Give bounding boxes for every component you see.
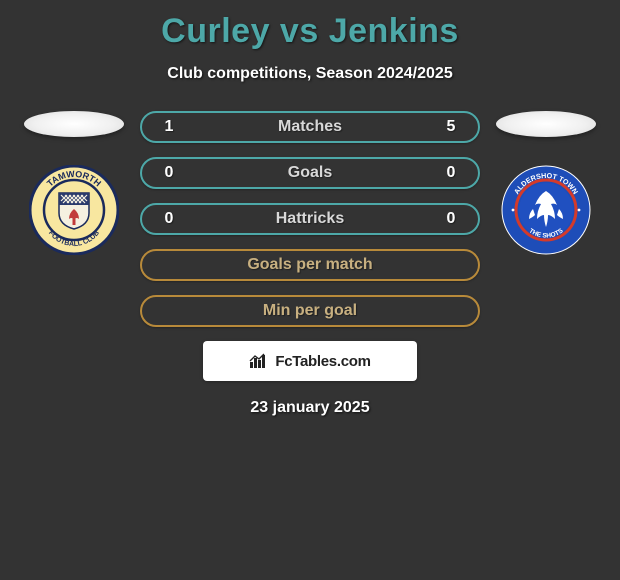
left-club-crest: TAMWORTH FOOTBALL CLUB (29, 165, 119, 255)
stat-label: Goals per match (247, 256, 372, 274)
bars-icon (249, 353, 269, 369)
stat-right-value: 5 (440, 118, 462, 136)
stat-left-value: 1 (158, 118, 180, 136)
stat-row-hattricks: 0 Hattricks 0 (140, 203, 480, 235)
stat-row-min-per-goal: Min per goal (140, 295, 480, 327)
page-title: Curley vs Jenkins (0, 0, 620, 51)
attribution-badge: FcTables.com (203, 341, 417, 381)
stat-label: Min per goal (263, 302, 357, 320)
footer-date: 23 january 2025 (0, 399, 620, 417)
right-club-crest: ALDERSHOT TOWN THE SHOTS (501, 165, 591, 255)
stat-row-goals-per-match: Goals per match (140, 249, 480, 281)
stats-column: 1 Matches 5 0 Goals 0 0 Hattricks 0 Goal… (140, 111, 480, 327)
attribution-text: FcTables.com (275, 353, 370, 370)
left-player-avatar-placeholder (24, 111, 124, 137)
comparison-panel: TAMWORTH FOOTBALL CLUB 1 Matches 5 (0, 111, 620, 327)
left-player-column: TAMWORTH FOOTBALL CLUB (24, 111, 124, 255)
stat-left-value: 0 (158, 210, 180, 228)
stat-label: Goals (180, 164, 440, 182)
right-player-column: ALDERSHOT TOWN THE SHOTS (496, 111, 596, 255)
stat-right-value: 0 (440, 164, 462, 182)
stat-right-value: 0 (440, 210, 462, 228)
page-subtitle: Club competitions, Season 2024/2025 (0, 65, 620, 83)
stat-label: Hattricks (180, 210, 440, 228)
stat-label: Matches (180, 118, 440, 136)
stat-row-goals: 0 Goals 0 (140, 157, 480, 189)
stat-row-matches: 1 Matches 5 (140, 111, 480, 143)
stat-left-value: 0 (158, 164, 180, 182)
right-player-avatar-placeholder (496, 111, 596, 137)
